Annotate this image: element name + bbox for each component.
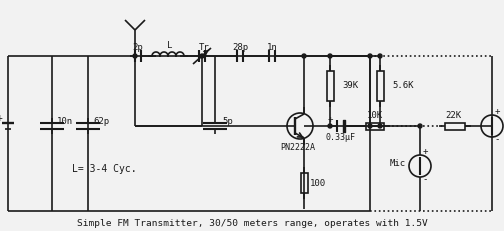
Text: 28p: 28p xyxy=(232,43,248,52)
Text: L: L xyxy=(167,42,173,51)
Text: 62p: 62p xyxy=(93,118,109,127)
Bar xyxy=(300,173,307,193)
Text: 2p: 2p xyxy=(133,43,143,52)
Circle shape xyxy=(328,124,332,128)
Circle shape xyxy=(368,54,372,58)
Text: Tr: Tr xyxy=(199,43,209,52)
Text: 22K: 22K xyxy=(445,112,461,121)
Text: +: + xyxy=(327,115,333,124)
Bar xyxy=(366,122,384,130)
Text: Mic: Mic xyxy=(390,158,406,167)
Text: 5.6K: 5.6K xyxy=(392,82,413,91)
Text: +: + xyxy=(494,106,499,116)
Bar xyxy=(445,122,465,130)
Text: Simple FM Transmitter, 30/50 meters range, operates with 1.5V: Simple FM Transmitter, 30/50 meters rang… xyxy=(77,219,427,228)
Bar xyxy=(376,71,384,101)
Text: 1n: 1n xyxy=(267,43,277,52)
Text: 5p: 5p xyxy=(223,118,233,127)
Text: PN2222A: PN2222A xyxy=(281,143,316,152)
Circle shape xyxy=(378,54,382,58)
Text: 0.33μF: 0.33μF xyxy=(325,134,355,143)
Text: 100: 100 xyxy=(310,179,326,188)
Text: -: - xyxy=(422,176,428,185)
Text: L= 3-4 Cyc.: L= 3-4 Cyc. xyxy=(72,164,137,174)
Text: 10K: 10K xyxy=(367,112,383,121)
Circle shape xyxy=(378,124,382,128)
Text: 39K: 39K xyxy=(342,82,358,91)
Text: -: - xyxy=(494,136,499,145)
Circle shape xyxy=(133,54,137,58)
Circle shape xyxy=(418,124,422,128)
Circle shape xyxy=(368,124,372,128)
Circle shape xyxy=(200,54,204,58)
Circle shape xyxy=(302,54,306,58)
Text: +: + xyxy=(422,148,428,156)
Text: +: + xyxy=(0,113,3,123)
Text: 10n: 10n xyxy=(57,118,73,127)
Circle shape xyxy=(328,54,332,58)
Bar xyxy=(327,71,334,101)
